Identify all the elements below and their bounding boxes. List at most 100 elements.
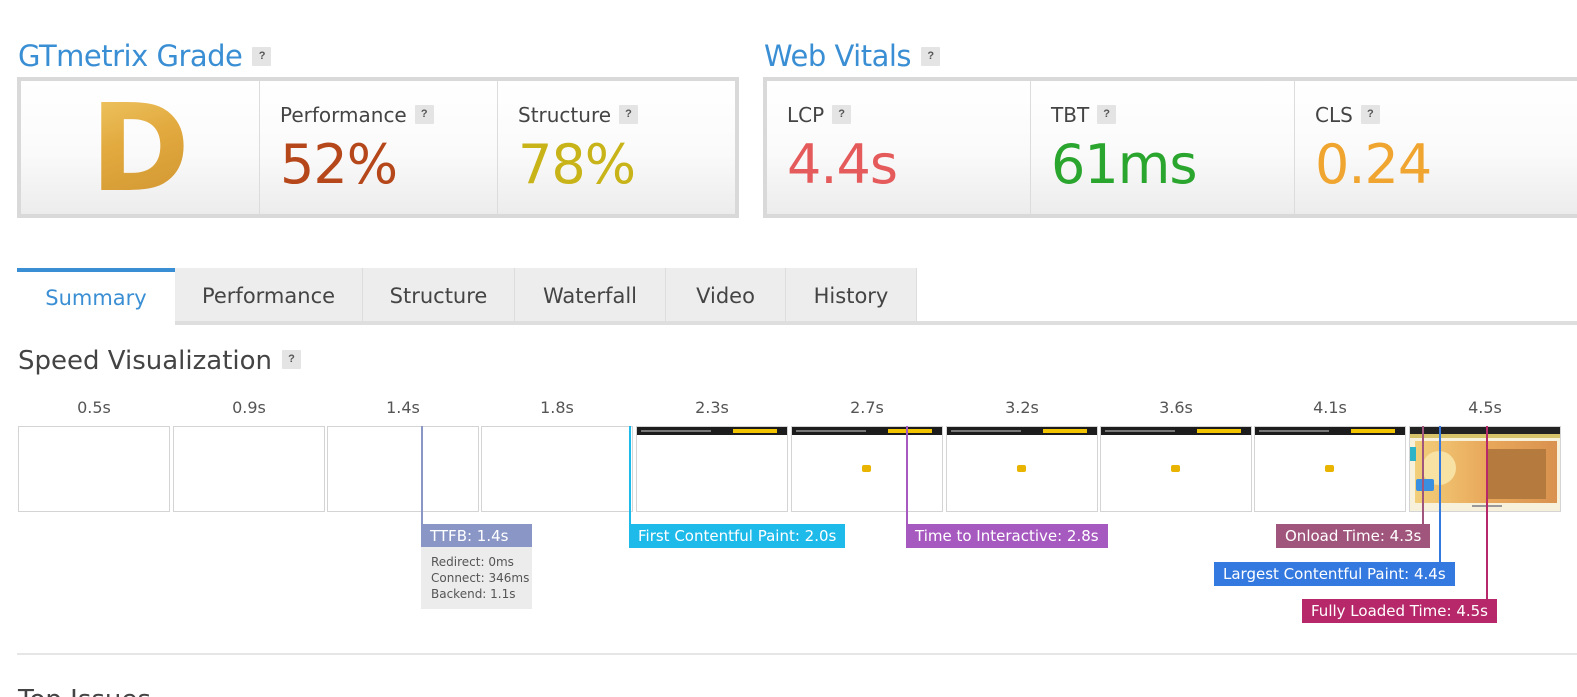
tbt-label-text: TBT [1051,103,1090,127]
frame-header-text-line [641,430,711,432]
onload-marker-line [1422,426,1424,524]
lcp-marker-label: Largest Contentful Paint: 4.4s [1214,562,1455,586]
tab-performance[interactable]: Performance [175,268,363,324]
frame-side-tab [1410,447,1416,461]
help-icon[interactable]: ? [282,350,301,369]
frame-header-bar [1255,427,1405,435]
frame-header-bar [947,427,1097,435]
ttfb-details-panel: Redirect: 0ms Connect: 346ms Backend: 1.… [421,547,532,609]
frame-logo-icon [862,465,871,472]
frame-time-label: 0.9s [232,398,266,417]
fully-loaded-marker-label: Fully Loaded Time: 4.5s [1302,599,1497,623]
frame-header-text-line [1259,430,1329,432]
speed-visualization-title-text: Speed Visualization [18,346,272,376]
frame-time-label: 1.8s [540,398,574,417]
frame-time-label: 0.5s [77,398,111,417]
ttfb-connect: Connect: 346ms [431,571,530,585]
frame-header-highlight [1197,429,1241,433]
help-icon[interactable]: ? [921,46,941,66]
frame-header-bar [792,427,942,435]
performance-score-value: 52% [280,133,398,196]
gtmetrix-grade-panel: D Performance? 52% Structure? 78% [17,77,739,219]
frame-header-highlight [1351,429,1395,433]
tab-history[interactable]: History [786,268,917,324]
filmstrip-frame[interactable] [481,426,633,512]
tab-video[interactable]: Video [666,268,786,324]
filmstrip-frame[interactable] [946,426,1098,512]
filmstrip-frame[interactable] [791,426,943,512]
frame-time-label: 4.1s [1313,398,1347,417]
structure-score-cell: Structure? 78% [497,81,735,214]
ttfb-backend: Backend: 1.1s [431,587,516,601]
frame-logo-icon [1325,465,1334,472]
filmstrip-frame[interactable] [18,426,170,512]
cls-cell: CLS? 0.24 [1294,81,1577,214]
speed-visualization-title: Speed Visualization? [18,345,301,377]
frame-nav-bar [1410,434,1560,438]
performance-score-cell: Performance? 52% [259,81,497,214]
tti-marker-label: Time to Interactive: 2.8s [906,524,1108,548]
help-icon[interactable]: ? [619,105,639,124]
onload-marker-label: Onload Time: 4.3s [1276,524,1431,548]
frame-time-label: 3.2s [1005,398,1039,417]
frame-header-highlight [888,429,932,433]
fully-loaded-marker-line [1486,426,1488,600]
help-icon[interactable]: ? [414,105,434,124]
frame-header-text-line [1105,430,1175,432]
frame-time-label: 1.4s [386,398,420,417]
help-icon[interactable]: ? [1360,105,1380,124]
filmstrip-frame[interactable] [327,426,479,512]
tab-structure[interactable]: Structure [363,268,515,324]
gtmetrix-grade-title: GTmetrix Grade? [18,38,272,74]
structure-label-text: Structure [518,103,612,127]
frame-time-label: 3.6s [1159,398,1193,417]
cls-value: 0.24 [1315,133,1432,196]
ttfb-marker-line [421,426,423,524]
filmstrip-frame-final[interactable] [1409,426,1561,512]
frame-header-highlight [1043,429,1087,433]
help-icon[interactable]: ? [1097,105,1117,124]
lcp-label-text: LCP [787,103,825,127]
gtmetrix-grade-title-text: GTmetrix Grade [18,39,243,73]
frame-logo-icon [1171,465,1180,472]
frame-header-highlight [733,429,777,433]
help-icon[interactable]: ? [832,105,852,124]
frame-hero-product [1488,449,1546,499]
cls-label: CLS? [1315,103,1380,127]
tab-summary[interactable]: Summary [17,268,175,324]
web-vitals-panel: LCP? 4.4s TBT? 61ms CLS? 0.24 [763,77,1577,218]
grade-letter: D [21,80,259,219]
filmstrip-frame[interactable] [173,426,325,512]
fcp-marker-label: First Contentful Paint: 2.0s [629,524,846,548]
section-divider [17,653,1577,655]
report-tabs: Summary Performance Structure Waterfall … [17,268,917,325]
frame-time-label: 4.5s [1468,398,1502,417]
tbt-value: 61ms [1051,133,1197,196]
frame-header-bar [1410,427,1560,434]
filmstrip-frame[interactable] [1254,426,1406,512]
performance-score-label: Performance? [280,103,434,127]
frame-time-label: 2.3s [695,398,729,417]
performance-label-text: Performance [280,103,407,127]
frame-logo-icon [1017,465,1026,472]
tbt-cell: TBT? 61ms [1030,81,1294,214]
grade-cell: D [21,80,259,219]
structure-score-value: 78% [518,133,636,196]
ttfb-redirect: Redirect: 0ms [431,555,514,569]
frame-header-bar [1101,427,1251,435]
help-icon[interactable]: ? [252,46,272,66]
ttfb-marker-label: TTFB: 1.4s [421,524,532,548]
web-vitals-title: Web Vitals? [764,38,941,74]
structure-score-label: Structure? [518,103,639,127]
tab-waterfall[interactable]: Waterfall [515,268,666,324]
fcp-marker-line [629,426,631,524]
tabs-underline [175,321,1577,325]
frame-badge-icon [1416,479,1434,491]
frame-header-text-line [951,430,1021,432]
lcp-marker-line [1439,426,1441,563]
filmstrip-frame[interactable] [1100,426,1252,512]
top-issues-title: Top Issues [18,684,151,697]
filmstrip-frame[interactable] [636,426,788,512]
lcp-value: 4.4s [787,133,898,196]
lcp-label: LCP? [787,103,852,127]
